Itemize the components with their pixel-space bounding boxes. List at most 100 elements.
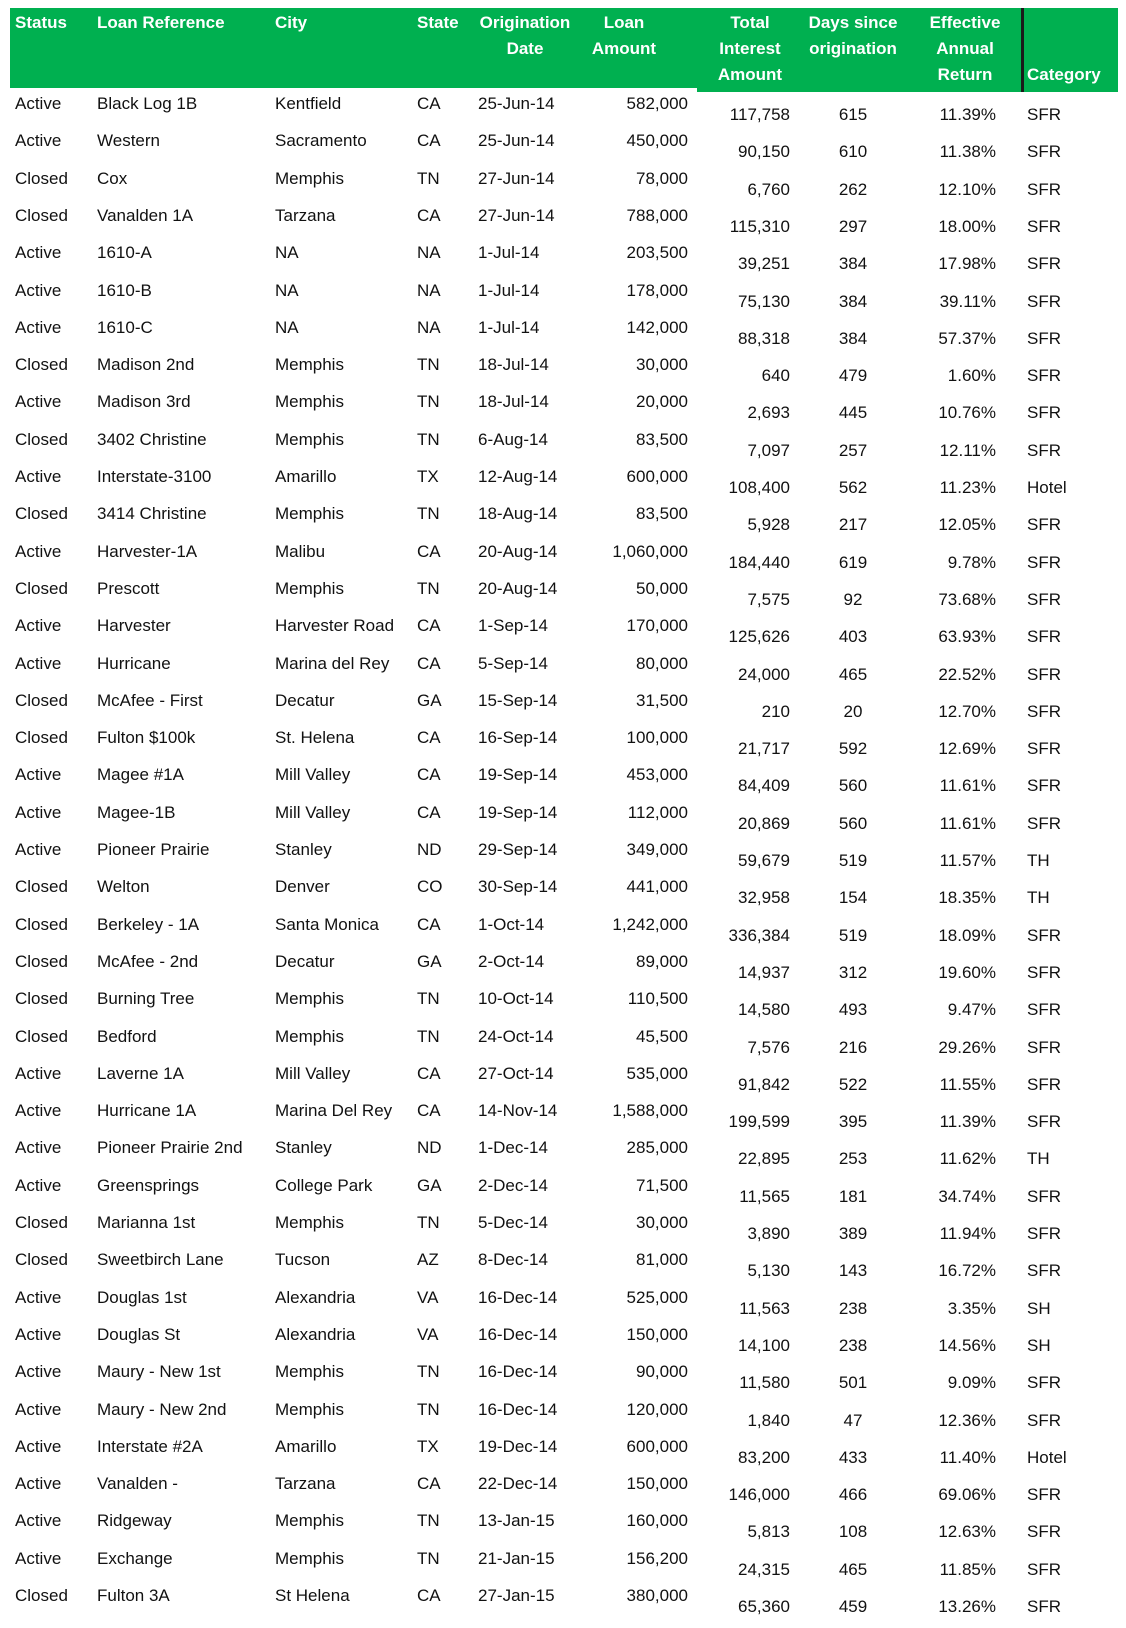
table-cell: Decatur bbox=[275, 951, 335, 971]
table-cell: Active bbox=[15, 1474, 62, 1494]
table-cell: Closed bbox=[15, 1586, 68, 1605]
table-cell: 3414 Christine bbox=[97, 504, 207, 524]
table-cell: Prescott bbox=[97, 578, 160, 598]
table-cell: 1610-C bbox=[97, 317, 153, 337]
table-cell: 57.37% bbox=[938, 328, 996, 348]
table-cell: 16-Dec-14 bbox=[478, 1324, 558, 1344]
table-cell: 501 bbox=[838, 1373, 868, 1393]
table-cell: 217 bbox=[838, 515, 868, 535]
table-cell: SFR bbox=[1027, 1597, 1061, 1616]
table-cell: Magee-1B bbox=[97, 802, 176, 822]
column-header: Days since origination bbox=[808, 13, 898, 58]
table-cell: TN bbox=[417, 504, 440, 524]
table-cell: Closed bbox=[15, 1026, 68, 1046]
table-cell: 117,758 bbox=[729, 105, 790, 124]
table-cell: 285,000 bbox=[626, 1138, 688, 1158]
table-cell: 120,000 bbox=[626, 1399, 688, 1419]
table-cell: SFR bbox=[1027, 291, 1061, 311]
table-cell: Kentfield bbox=[275, 94, 342, 113]
table-cell: Active bbox=[15, 467, 62, 486]
table-cell: TN bbox=[417, 1026, 440, 1046]
table-cell: Ridgeway bbox=[97, 1511, 172, 1531]
table-cell: 3.35% bbox=[947, 1298, 996, 1318]
table-cell: Sweetbirch Lane bbox=[97, 1250, 224, 1270]
table-cell: Stanley bbox=[275, 840, 332, 859]
table-cell: Interstate-3100 bbox=[97, 467, 212, 486]
table-cell: SFR bbox=[1027, 552, 1061, 572]
table-cell: Memphis bbox=[275, 1213, 344, 1232]
column-header: Status bbox=[15, 13, 67, 32]
table-cell: Marina del Rey bbox=[275, 653, 390, 673]
table-cell: Interstate #2A bbox=[97, 1436, 203, 1456]
table-cell: Alexandria bbox=[275, 1324, 356, 1344]
table-cell: 156,200 bbox=[626, 1548, 688, 1568]
table-cell: 39.11% bbox=[939, 291, 996, 311]
table-cell: Harvester bbox=[97, 616, 171, 636]
table-cell: CA bbox=[417, 802, 441, 822]
table-cell: TH bbox=[1027, 851, 1050, 870]
table-cell: 640 bbox=[761, 366, 790, 386]
table-cell: Closed bbox=[15, 578, 68, 598]
table-cell: NA bbox=[417, 243, 441, 263]
table-cell: 50,000 bbox=[636, 578, 688, 598]
table-cell: CA bbox=[417, 914, 441, 934]
table-cell: Active bbox=[15, 653, 62, 673]
table-cell: Memphis bbox=[275, 168, 344, 188]
table-cell: 27-Jun-14 bbox=[478, 168, 555, 188]
table-cell: 349,000 bbox=[626, 840, 688, 859]
table-cell: Active bbox=[15, 392, 62, 412]
table-cell: 108,400 bbox=[728, 478, 790, 497]
table-cell: 11,563 bbox=[739, 1298, 790, 1318]
table-cell: SFR bbox=[1027, 105, 1061, 124]
table-cell: 257 bbox=[838, 440, 868, 460]
table-cell: NA bbox=[417, 280, 441, 300]
table-cell: Pioneer Prairie 2nd bbox=[97, 1138, 243, 1158]
table-cell: 47 bbox=[843, 1410, 863, 1430]
table-cell: Burning Tree bbox=[97, 989, 195, 1009]
table-cell: Welton bbox=[97, 877, 150, 897]
table-cell: Active bbox=[15, 1287, 62, 1307]
table-cell: Laverne 1A bbox=[97, 1063, 184, 1083]
table-cell: 16-Dec-14 bbox=[478, 1362, 558, 1382]
table-cell: 297 bbox=[838, 216, 868, 236]
table-cell: 6-Aug-14 bbox=[478, 429, 548, 449]
table-cell: CA bbox=[417, 131, 441, 151]
table-cell: 610 bbox=[838, 142, 868, 162]
table-cell: Western bbox=[97, 131, 160, 151]
table-cell: Douglas St bbox=[97, 1324, 181, 1344]
table-cell: 11.85% bbox=[939, 1559, 996, 1579]
table-cell: Mill Valley bbox=[275, 765, 351, 785]
table-cell: CA bbox=[417, 1063, 441, 1083]
table-cell: SFR bbox=[1027, 216, 1061, 236]
table-cell: SFR bbox=[1027, 403, 1061, 423]
table-cell: Active bbox=[15, 1101, 62, 1121]
table-cell: 479 bbox=[838, 366, 868, 386]
table-cell: Closed bbox=[15, 877, 68, 897]
table-cell: 154 bbox=[838, 888, 868, 908]
table-cell: 525,000 bbox=[626, 1287, 688, 1307]
table-cell: 1-Sep-14 bbox=[478, 616, 548, 636]
table-cell: 441,000 bbox=[626, 877, 688, 897]
table-cell: Active bbox=[15, 243, 62, 263]
table-cell: 25-Jun-14 bbox=[478, 131, 555, 151]
table-cell: 459 bbox=[838, 1597, 868, 1616]
table-cell: SFR bbox=[1027, 1000, 1061, 1020]
table-cell: Hotel bbox=[1027, 1447, 1067, 1467]
table-cell: Amarillo bbox=[275, 1436, 337, 1456]
table-cell: 30-Sep-14 bbox=[478, 877, 558, 897]
table-cell: Closed bbox=[15, 914, 68, 934]
table-cell: 615 bbox=[838, 105, 868, 124]
table-cell: 29.26% bbox=[938, 1037, 996, 1057]
table-cell: 16-Dec-14 bbox=[478, 1399, 558, 1419]
table-cell: Closed bbox=[15, 951, 68, 971]
table-cell: 7,097 bbox=[747, 440, 790, 460]
table-cell: 19-Sep-14 bbox=[478, 802, 558, 822]
table-cell: 336,384 bbox=[728, 925, 790, 945]
table-cell: Memphis bbox=[275, 989, 344, 1009]
table-cell: 178,000 bbox=[626, 280, 688, 300]
table-cell: NA bbox=[275, 243, 299, 263]
table-cell: Memphis bbox=[275, 355, 344, 375]
table-cell: 519 bbox=[838, 851, 868, 870]
table-cell: 11.40% bbox=[939, 1447, 996, 1467]
